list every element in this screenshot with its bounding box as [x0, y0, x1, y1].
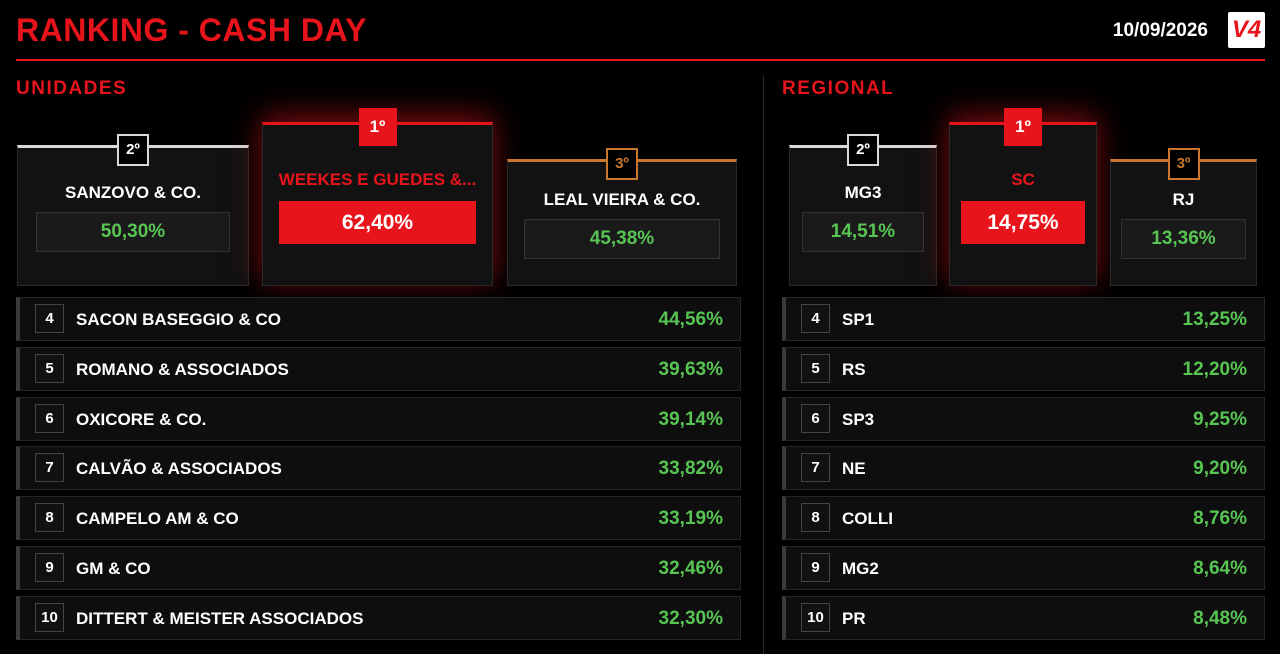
row-name: NE — [842, 459, 866, 479]
rank-box: 9 — [801, 553, 830, 582]
ranking-row — [782, 346, 1265, 391]
row-value: 8,64% — [1193, 558, 1247, 579]
rank-box: 5 — [35, 353, 64, 383]
rank-box: 8 — [35, 503, 64, 533]
row-name: CAMPELO AM & CO — [76, 509, 239, 529]
podium-value: 14,51% — [802, 212, 924, 252]
rank-badge: 1º — [1004, 108, 1042, 146]
podium-value: 62,40% — [279, 201, 476, 244]
podium-value: 13,36% — [1121, 219, 1246, 259]
ranking-row — [782, 546, 1265, 590]
rank-box: 7 — [35, 453, 64, 483]
podium-name: MG3 — [844, 183, 882, 202]
row-name: COLLI — [842, 509, 893, 529]
row-value: 8,76% — [1193, 508, 1247, 530]
ranking-row — [782, 446, 1265, 491]
row-value: 33,82% — [658, 458, 723, 480]
rank-box: 4 — [35, 304, 64, 333]
podium-value: 50,30% — [36, 212, 230, 252]
podium-name: LEAL VIEIRA & CO. — [543, 190, 701, 209]
ranking-row — [782, 496, 1265, 541]
row-name: DITTERT & MEISTER ASSOCIADOS — [76, 608, 364, 628]
section-title: REGIONAL — [782, 78, 895, 99]
rank-box: 10 — [35, 602, 64, 632]
row-value: 8,48% — [1193, 607, 1247, 629]
ranking-row — [16, 595, 741, 640]
row-name: SACON BASEGGIO & CO — [76, 310, 281, 329]
row-value: 32,30% — [658, 607, 723, 629]
row-name: GM & CO — [76, 559, 151, 578]
podium-name: SC — [1011, 170, 1035, 189]
row-value: 33,19% — [658, 508, 723, 530]
rank-box: 6 — [801, 403, 830, 433]
rank-badge: 3º — [1167, 148, 1200, 180]
rank-badge: 1º — [358, 108, 397, 146]
row-value: 9,25% — [1193, 408, 1247, 430]
rank-badge: 3º — [606, 148, 638, 180]
row-name: ROMANO & ASSOCIADOS — [76, 359, 289, 379]
rank-box: 7 — [801, 453, 830, 483]
row-name: CALVÃO & ASSOCIADOS — [76, 459, 282, 479]
ranking-row — [16, 297, 741, 341]
row-name: SP3 — [842, 409, 875, 429]
section-divider — [763, 75, 764, 654]
section-title: UNIDADES — [16, 78, 128, 99]
row-name: PR — [842, 608, 866, 628]
header-rule — [16, 59, 1265, 61]
row-name: MG2 — [842, 559, 879, 578]
row-value: 13,25% — [1182, 309, 1247, 330]
rank-badge: 2º — [847, 134, 879, 166]
podium-value: 14,75% — [961, 201, 1085, 244]
row-value: 39,63% — [658, 358, 723, 380]
row-name: SP1 — [842, 310, 875, 329]
rank-box: 8 — [801, 503, 830, 533]
rank-box: 9 — [35, 553, 64, 582]
ranking-row — [782, 595, 1265, 640]
ranking-row — [16, 346, 741, 391]
row-value: 12,20% — [1182, 358, 1247, 380]
row-name: RS — [842, 359, 866, 379]
row-value: 32,46% — [658, 558, 723, 579]
podium-name: WEEKES E GUEDES &... — [278, 170, 477, 189]
podium-value: 45,38% — [524, 219, 720, 259]
row-value: 44,56% — [658, 309, 723, 330]
logo: V4 — [1228, 12, 1265, 48]
rank-box: 4 — [801, 304, 830, 333]
rank-box: 5 — [801, 353, 830, 383]
rank-box: 10 — [801, 602, 830, 632]
row-value: 39,14% — [658, 408, 723, 430]
rank-box: 6 — [35, 403, 64, 433]
podium-name: SANZOVO & CO. — [64, 183, 201, 202]
rank-badge: 2º — [117, 134, 149, 166]
ranking-row — [782, 297, 1265, 341]
date: 10/09/2026 — [1112, 20, 1208, 41]
ranking-row — [16, 396, 741, 441]
podium-name: RJ — [1172, 190, 1195, 209]
ranking-row — [16, 546, 741, 590]
ranking-row — [16, 446, 741, 491]
page-title: RANKING - CASH DAY — [16, 12, 367, 48]
row-value: 9,20% — [1193, 458, 1247, 480]
ranking-row — [16, 496, 741, 541]
row-name: OXICORE & CO. — [76, 409, 207, 429]
ranking-row — [782, 396, 1265, 441]
